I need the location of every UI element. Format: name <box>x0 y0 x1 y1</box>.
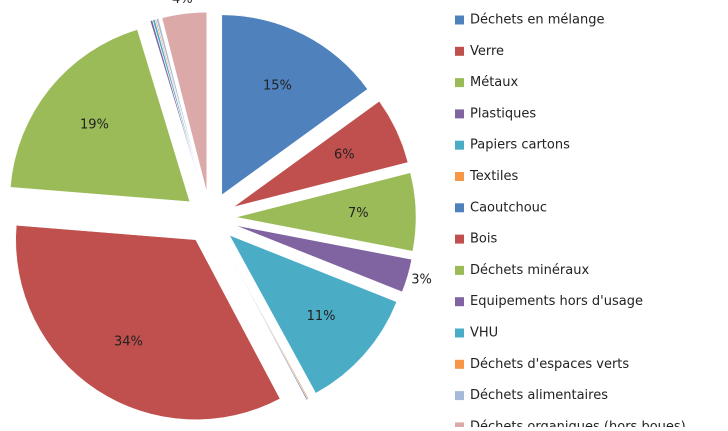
pie-slice <box>15 225 281 420</box>
data-label: 34% <box>114 334 143 349</box>
data-label: 11% <box>307 309 336 324</box>
pie-slice <box>228 234 398 394</box>
legend-swatch <box>455 78 464 88</box>
legend-swatch <box>455 328 464 338</box>
pie-slice <box>10 29 191 202</box>
legend-label: Bois <box>470 232 497 247</box>
legend-label: VHU <box>470 326 498 341</box>
legend-label: Verre <box>470 44 504 59</box>
legend-label: Papiers cartons <box>470 138 570 153</box>
pie-slice <box>156 18 204 193</box>
legend-swatch <box>455 46 464 56</box>
legend-label: Déchets en mélange <box>470 13 605 28</box>
data-label: 7% <box>348 206 369 221</box>
legend-swatch <box>455 234 464 244</box>
data-label: 6% <box>334 147 355 162</box>
legend-swatch <box>455 265 464 275</box>
data-label: 4% <box>172 0 193 7</box>
legend-label: Déchets alimentaires <box>470 388 608 403</box>
legend-swatch <box>455 15 464 25</box>
legend-label: Textiles <box>469 169 519 184</box>
legend-swatch <box>455 109 464 119</box>
legend-swatch <box>455 172 464 181</box>
legend-swatch <box>455 422 464 431</box>
pie-slice <box>222 240 308 401</box>
pie-slice <box>149 19 203 194</box>
data-label: 19% <box>80 117 109 132</box>
legend-label: Equipements hors d'usage <box>470 294 643 309</box>
pie-slice <box>233 100 409 208</box>
legend-label: Métaux <box>470 75 519 90</box>
legend-swatch <box>455 140 464 150</box>
legend-label: Déchets organiques (hors boues) <box>470 419 686 427</box>
data-label: 3% <box>411 272 432 287</box>
legend-swatch <box>455 391 464 401</box>
legend-label: Déchets d'espaces verts <box>470 357 629 372</box>
pie-slice <box>235 172 417 252</box>
pie-slice <box>161 11 207 193</box>
legend-swatch <box>455 297 464 307</box>
data-label: 15% <box>263 78 292 93</box>
legend-swatch <box>455 203 464 213</box>
legend-label: Plastiques <box>470 106 536 121</box>
legend-swatch <box>455 359 464 369</box>
pie-slice <box>221 14 368 196</box>
legend-label: Déchets minéraux <box>470 263 589 278</box>
pie-slice <box>234 225 412 293</box>
legend-label: Caoutchouc <box>470 200 547 215</box>
